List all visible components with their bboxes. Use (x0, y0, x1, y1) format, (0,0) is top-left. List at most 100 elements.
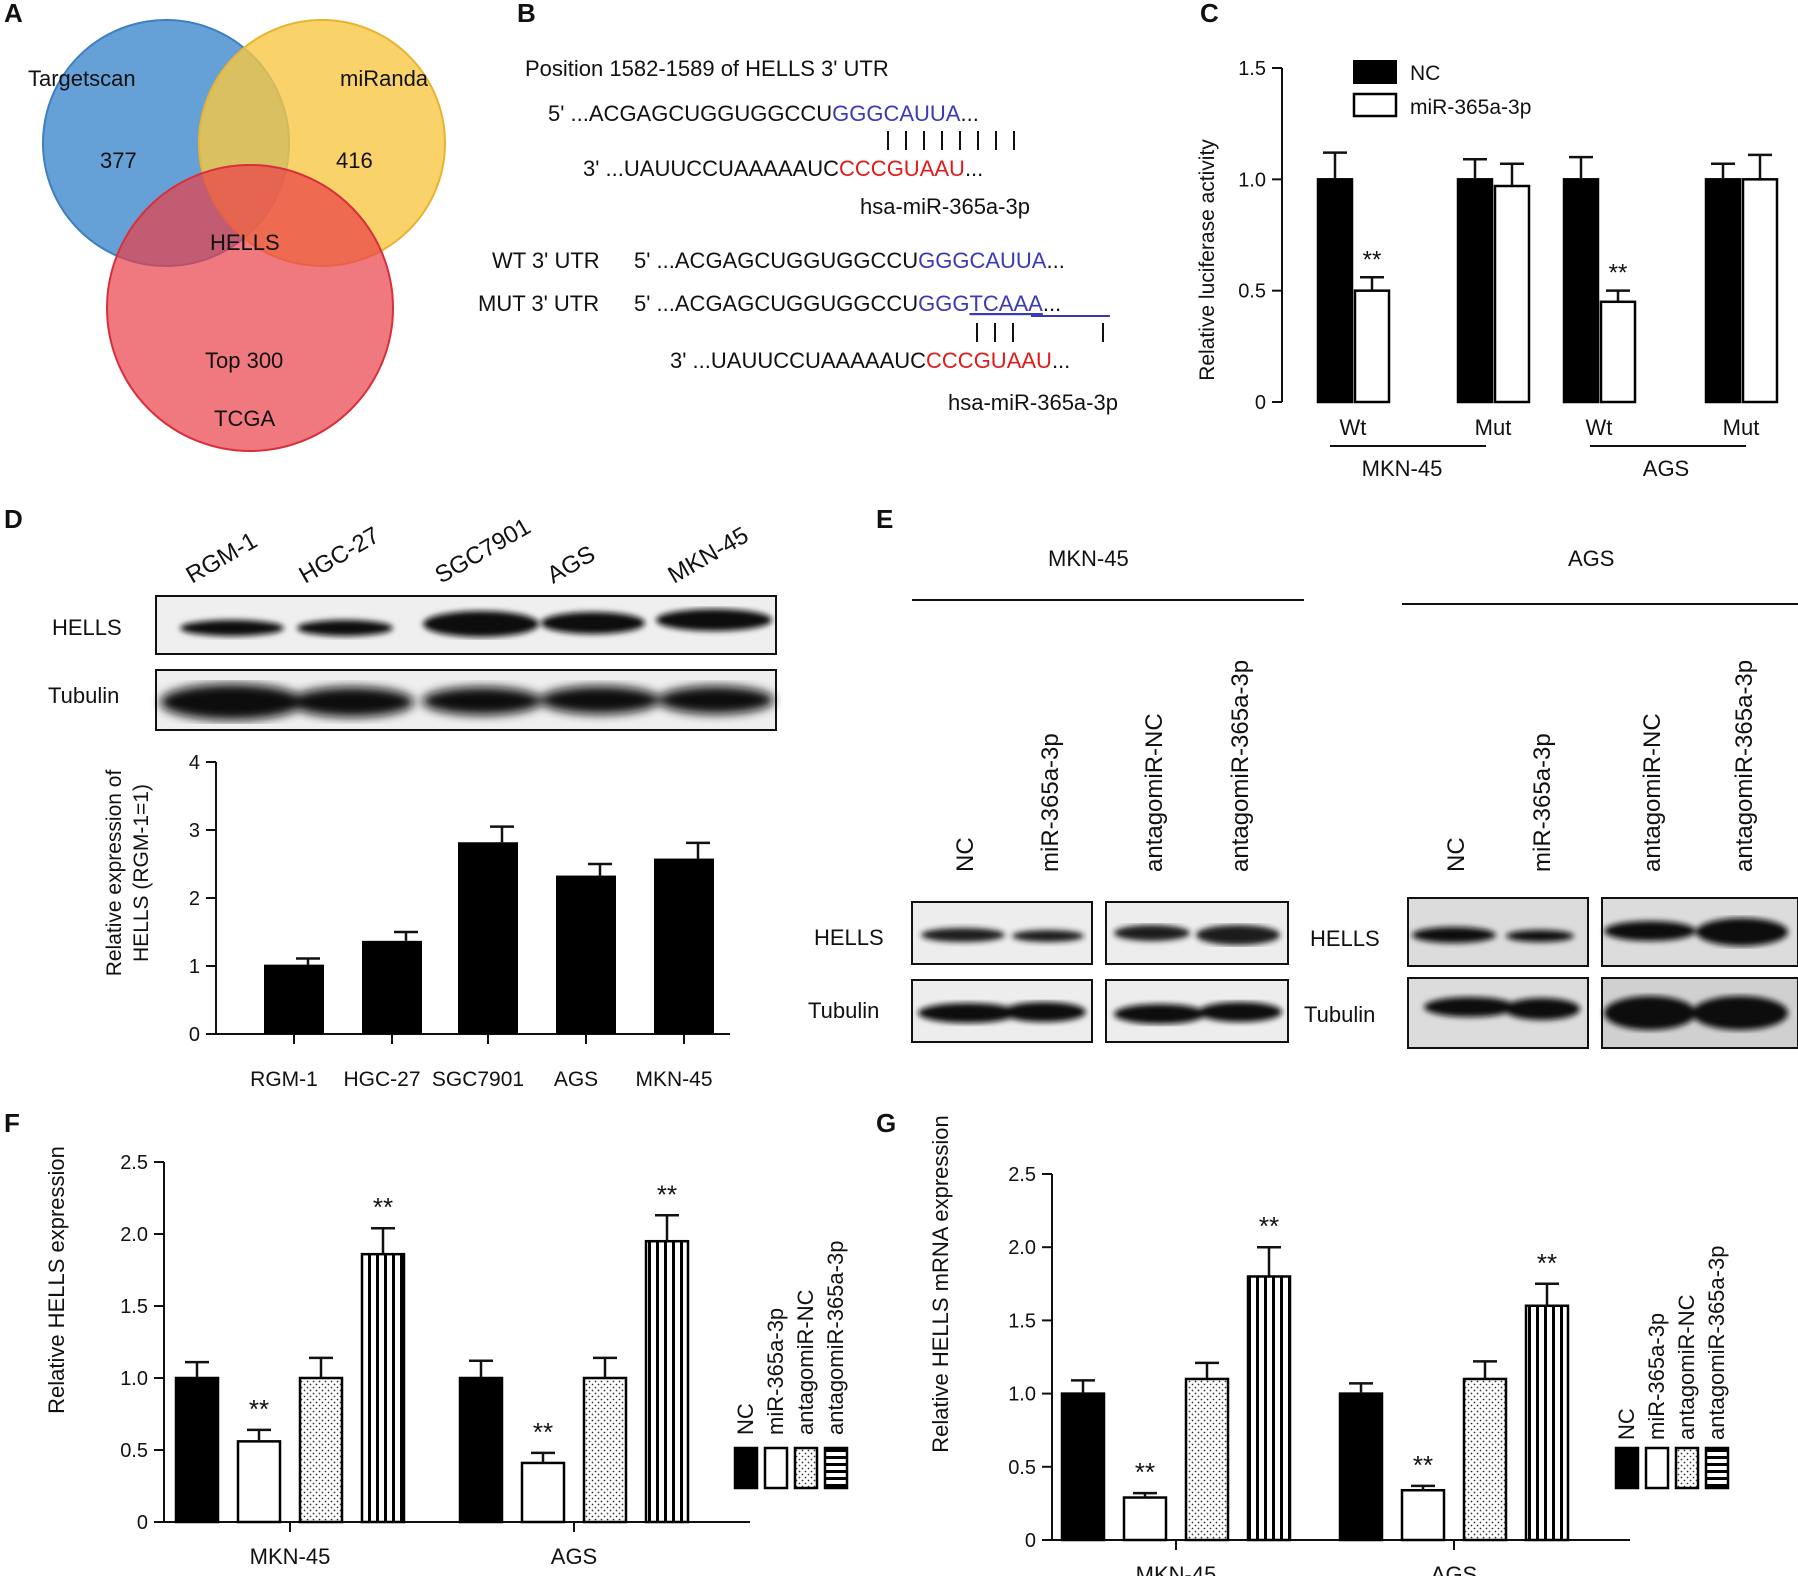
b-mut-seq: 5' ...ACGAGCUGGUGGCCUGGGTCAAA... (634, 291, 1061, 316)
g-legend-label: antagomiR-365a-3p (1704, 1246, 1729, 1440)
b-wt-label: WT 3' UTR (492, 248, 600, 273)
e-mkn-hells-label: HELLS (814, 925, 884, 950)
panel-e: E MKN-45 AGS NC miR-365a-3p antagomiR-NC an… (808, 504, 1798, 1049)
d-bar (264, 964, 324, 1034)
e-group-ags: AGS (1568, 546, 1614, 571)
d-lane-label: HGC-27 (295, 522, 385, 589)
g-plot: 0 0.5 1.0 1.5 2.0 2.5 ** ** MKN-45 ** ** AGS (1008, 1164, 1630, 1576)
g-legend: NC miR-365a-3p antagomiR-NC antagomiR-365a-… (1614, 1246, 1730, 1490)
venn-tcga-label-top: Top 300 (205, 348, 283, 373)
c-x-tick-label: Wt (1586, 415, 1613, 440)
g-bar (1122, 1496, 1168, 1542)
g-legend-swatch (1614, 1446, 1640, 1490)
g-legend-swatch (1704, 1446, 1730, 1490)
d-y-tick-label: 0 (189, 1024, 200, 1046)
panel-c-label: C (1200, 0, 1219, 28)
d-plot: 0 1 2 3 4 RGM-1 HGC-27 SGC7901 AGS MKN-45 (189, 752, 730, 1091)
g-y-tick-label: 1.5 (1008, 1310, 1036, 1332)
e-group-mkn45: MKN-45 (1048, 546, 1129, 571)
c-legend-mir-swatch (1352, 92, 1398, 118)
b-seq-row2: 3' ...UAUUCCUAAAAAUCCCCGUAAU... (583, 156, 983, 181)
c-legend-nc-swatch (1353, 60, 1397, 84)
f-significance: ** (657, 1179, 677, 1209)
g-bar (1338, 1392, 1384, 1542)
c-bar-mir-365a-3p (1741, 178, 1779, 404)
f-y-tick-label: 2.5 (120, 1152, 148, 1174)
venn-tcga-label-bottom: TCGA (214, 406, 275, 431)
b-seq-row2-site: CCCGUAAU (839, 156, 965, 181)
c-bar-nc (1316, 178, 1354, 404)
b-wt-site: GGGCAUUA (918, 248, 1047, 273)
d-lane-label: AGS (543, 540, 600, 589)
panel-f: F Relative HELLS expression 0 0.5 1.0 1.5 2.… (4, 1108, 849, 1569)
d-x-tick-label: SGC7901 (432, 1068, 524, 1091)
d-y-tick-label: 1 (189, 956, 200, 978)
d-y-tick-label: 3 (189, 820, 200, 842)
g-significance: ** (1413, 1450, 1433, 1480)
d-bar (458, 842, 518, 1034)
b-mirna-label-1: hsa-miR-365a-3p (860, 194, 1030, 219)
f-ylabel: Relative HELLS expression (44, 1146, 69, 1414)
f-significance: ** (373, 1192, 393, 1222)
c-group-label: AGS (1643, 456, 1689, 481)
f-legend-swatch (793, 1446, 819, 1490)
g-legend-label: miR-365a-3p (1644, 1313, 1669, 1440)
f-x-tick-label: AGS (551, 1544, 597, 1569)
c-legend-mir: miR-365a-3p (1410, 96, 1531, 119)
panel-e-label: E (876, 504, 893, 534)
d-lane-label: MKN-45 (664, 522, 754, 589)
d-x-tick-label: MKN-45 (635, 1068, 712, 1091)
e-lane-label: NC (952, 837, 979, 872)
panel-f-label: F (4, 1108, 20, 1138)
d-x-tick-label: RGM-1 (250, 1068, 318, 1091)
g-bar (1184, 1377, 1230, 1542)
b-seq-row2-suffix: ... (965, 156, 983, 181)
b-mut-suffix: ... (1043, 291, 1061, 316)
e-lane-label: antagomiR-365a-3p (1731, 660, 1758, 872)
d-lane-label: SGC7901 (431, 513, 536, 589)
b-seq-row1-prefix: 5' ...ACGAGCUGGUGGCCU (548, 101, 832, 126)
f-y-tick-label: 0.5 (120, 1440, 148, 1462)
g-ylabel: Relative HELLS mRNA expression (928, 1115, 953, 1452)
b-wt-suffix: ... (1046, 248, 1064, 273)
d-bar (556, 875, 616, 1034)
d-x-tick-label: HGC-27 (343, 1068, 420, 1091)
f-legend: NC miR-365a-3p antagomiR-NC antagomiR-365a-… (733, 1241, 849, 1490)
c-group-label: MKN-45 (1362, 456, 1443, 481)
f-legend-swatch (763, 1446, 789, 1490)
e-lane-label: antagomiR-365a-3p (1227, 660, 1254, 872)
b-seq-row2-prefix: 3' ...UAUUCCUAAAAAUC (583, 156, 839, 181)
f-bar (582, 1376, 628, 1524)
b-seq-row1-suffix: ... (960, 101, 978, 126)
g-bar (1400, 1488, 1446, 1542)
d-lane-label: RGM-1 (182, 527, 262, 589)
c-y-tick-label: 0 (1255, 392, 1266, 414)
c-bar-mir-365a-3p (1599, 300, 1637, 404)
b-pairing-bars-2 (976, 323, 1104, 342)
f-legend-label: antagomiR-365a-3p (823, 1241, 848, 1435)
c-x-tick-label: Mut (1723, 415, 1760, 440)
f-bar (644, 1239, 690, 1524)
f-significance: ** (533, 1417, 553, 1447)
f-legend-swatch (733, 1446, 759, 1490)
b-mut-mutated: TCAAA (969, 291, 1043, 316)
g-y-tick-label: 2.5 (1008, 1164, 1036, 1186)
e-mkn-blot-tubulin (911, 979, 1289, 1043)
d-blot-hells (155, 595, 777, 655)
f-bar (520, 1461, 566, 1524)
c-legend-nc: NC (1410, 62, 1440, 85)
b-wt-prefix: 5' ...ACGAGCUGGUGGCCU (634, 248, 918, 273)
c-x-tick-label: Mut (1475, 415, 1512, 440)
f-bar (236, 1440, 282, 1524)
g-legend-swatch (1644, 1446, 1670, 1490)
g-y-tick-label: 1.0 (1008, 1384, 1036, 1406)
g-y-tick-label: 0.5 (1008, 1457, 1036, 1479)
g-x-tick-label: MKN-45 (1136, 1562, 1217, 1576)
f-bar (298, 1376, 344, 1524)
f-y-tick-label: 1.0 (120, 1368, 148, 1390)
c-y-tick-label: 1.5 (1238, 58, 1266, 80)
g-legend-swatch (1674, 1446, 1700, 1490)
panel-b: B Position 1582-1589 of HELLS 3' UTR 5' … (478, 0, 1118, 415)
b-pairing-bars-1 (887, 131, 1015, 150)
e-lane-label: antagomiR-NC (1141, 713, 1168, 872)
